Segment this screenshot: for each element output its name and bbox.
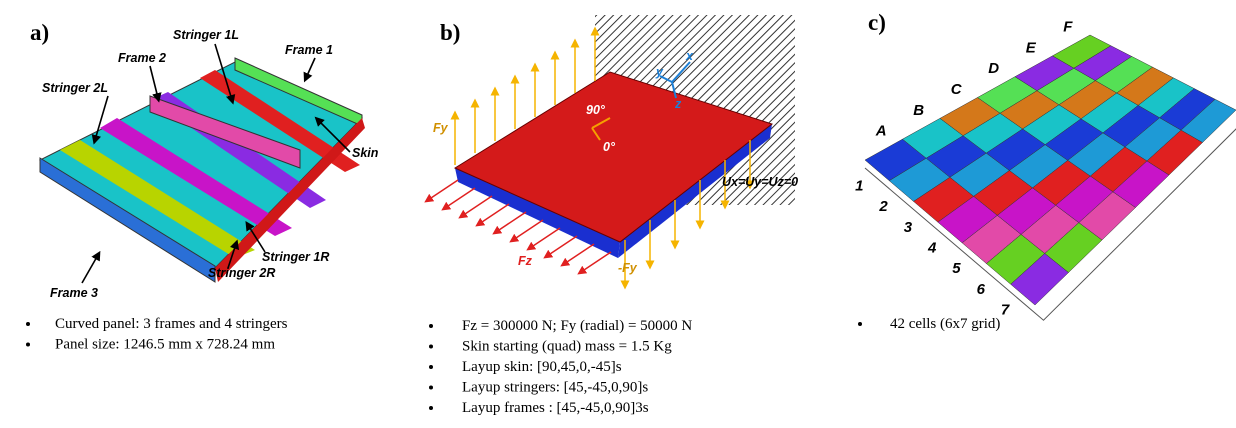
row-label: 3 [904, 219, 913, 236]
label: Stringer 2R [208, 266, 275, 280]
panel-b: b) Fy 90° 0° x y z Fz -Fy Ux=Uy=Uz=0 [428, 15, 798, 285]
arrow [428, 180, 458, 200]
arrow [462, 196, 492, 216]
bullet-text: Skin starting (quad) mass = 1.5 Kg [462, 339, 672, 355]
label: y [655, 65, 664, 79]
column-label: F [1063, 18, 1073, 35]
line-shape [82, 255, 98, 283]
column-label: A [875, 123, 887, 140]
bullet [429, 324, 433, 328]
label: 90° [586, 103, 606, 117]
column-label: C [951, 81, 963, 98]
bullet-text: 42 cells (6x7 grid) [890, 316, 1000, 332]
grid-cells [865, 35, 1236, 320]
label: b) [440, 20, 460, 45]
arrow [530, 228, 560, 248]
label: Stringer 1L [173, 28, 239, 42]
row-label: 7 [1001, 302, 1010, 319]
label: 0° [603, 140, 616, 154]
arrow [513, 220, 543, 240]
row-label: 6 [977, 281, 986, 298]
arrow [496, 212, 526, 232]
column-label: E [1026, 39, 1037, 56]
bullet-text: Fz = 300000 N; Fy (radial) = 50000 N [462, 318, 692, 334]
label: Fy [433, 121, 449, 135]
label: z [674, 97, 682, 111]
arrow [445, 188, 475, 208]
label: x [685, 49, 694, 63]
label: Frame 2 [118, 51, 166, 65]
label: Fz [518, 254, 533, 268]
column-label: D [988, 60, 999, 77]
bullet-text: Layup skin: [90,45,0,-45]s [462, 359, 622, 375]
column-label: B [913, 102, 924, 119]
bullet [26, 343, 30, 347]
bullet [858, 322, 862, 326]
label: Frame 3 [50, 286, 98, 300]
bullet-text: Layup stringers: [45,-45,0,90]s [462, 380, 648, 396]
panel-label: a) [30, 20, 49, 45]
bullet-text: Curved panel: 3 frames and 4 stringers [55, 316, 288, 332]
figure: a) Stringer 1L Frame 2 Frame 1 Stringer … [0, 0, 1236, 428]
label: c) [868, 10, 886, 35]
row-label: 2 [878, 198, 888, 215]
label: Ux=Uy=Uz=0 [722, 175, 798, 189]
arrow [581, 252, 611, 272]
bullet [26, 322, 30, 326]
row-label: 4 [927, 240, 937, 257]
row-label: 1 [855, 177, 863, 194]
bullet [429, 386, 433, 390]
label: Stringer 1R [262, 250, 329, 264]
line-shape [150, 66, 158, 98]
panel-a: a) Stringer 1L Frame 2 Frame 1 Stringer … [30, 20, 379, 300]
bullet [429, 365, 433, 369]
line-shape [306, 58, 315, 78]
bullet [429, 345, 433, 349]
arrow [479, 204, 509, 224]
bullet [429, 406, 433, 410]
bullet-text: Layup frames : [45,-45,0,90]3s [462, 400, 649, 416]
label: Skin [352, 146, 379, 160]
label: Stringer 2L [42, 81, 108, 95]
arrow [564, 244, 594, 264]
label: -Fy [618, 261, 638, 275]
arrow [547, 236, 577, 256]
bullet-lists: Curved panel: 3 frames and 4 stringers Pa… [26, 316, 1000, 416]
bullet-text: Panel size: 1246.5 mm x 728.24 mm [55, 337, 275, 353]
label: Frame 1 [285, 43, 333, 57]
row-label: 5 [952, 260, 961, 277]
